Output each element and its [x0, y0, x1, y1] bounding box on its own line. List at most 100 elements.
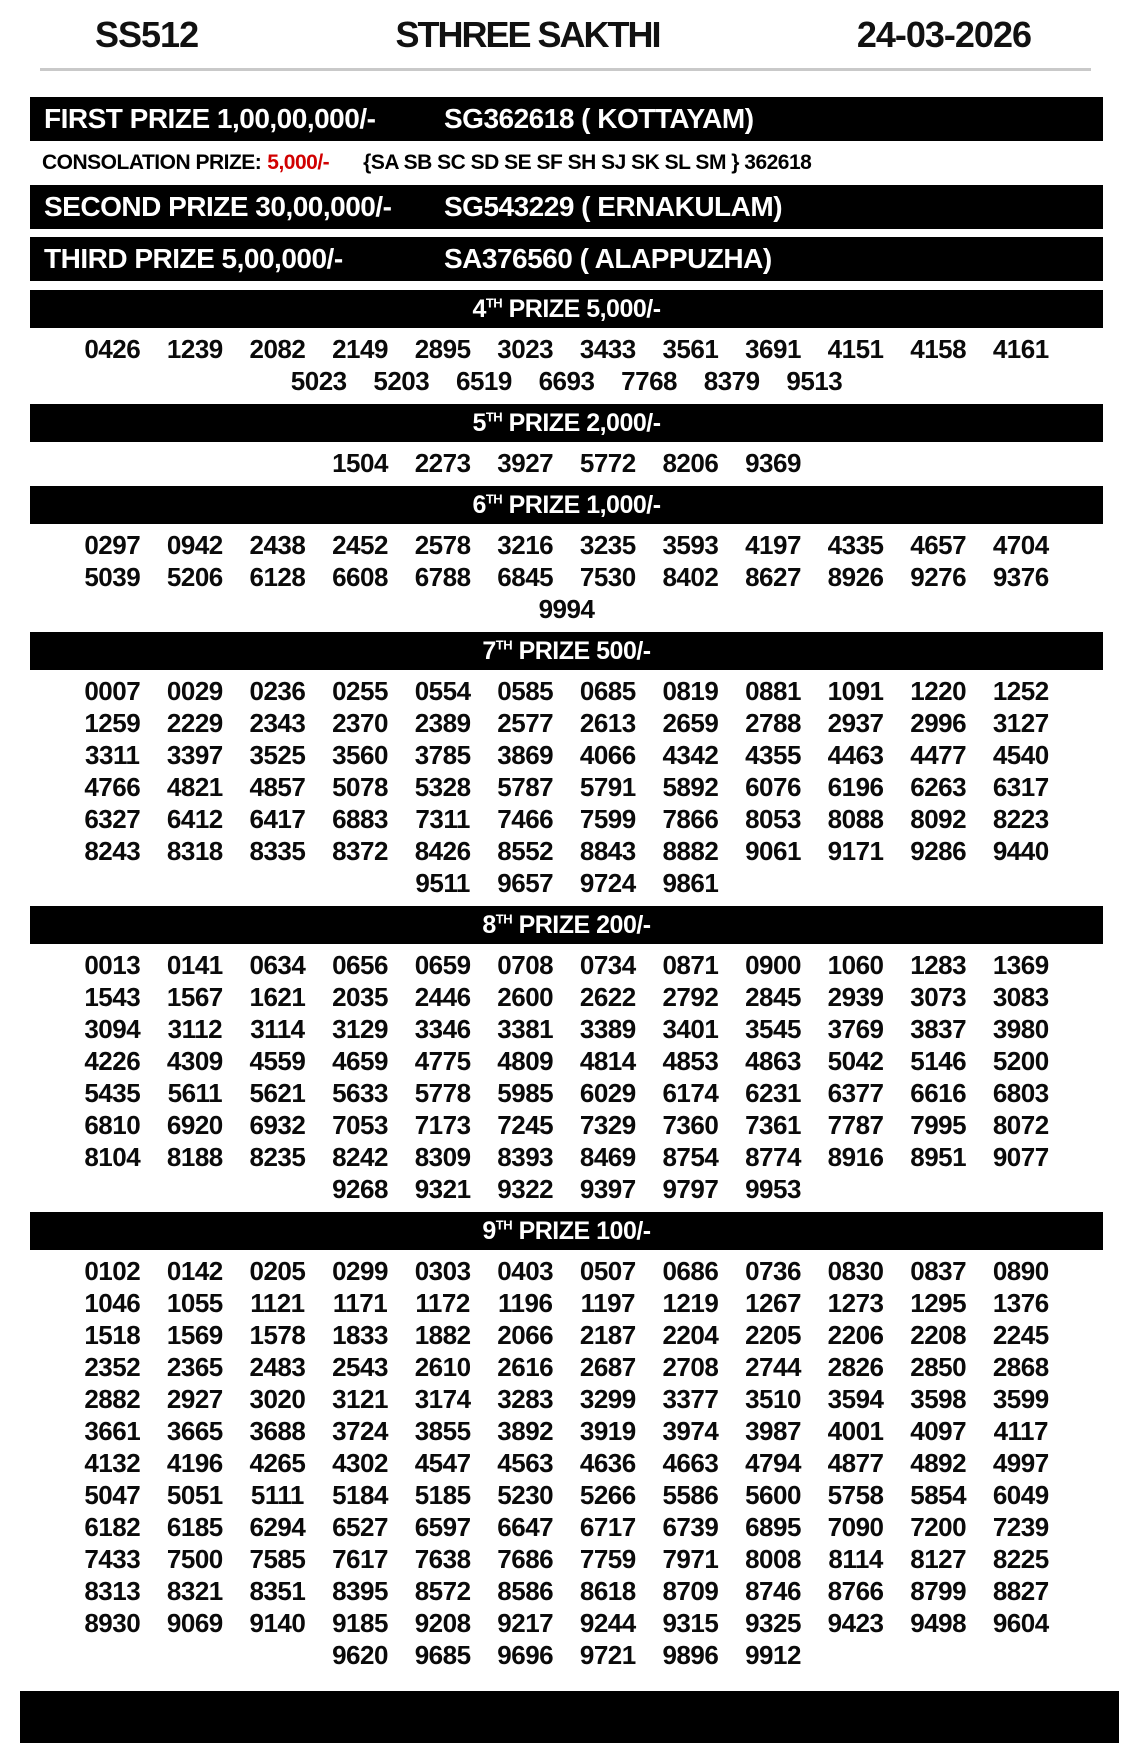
winning-number: 1219: [662, 1288, 719, 1318]
winning-number: 6597: [414, 1512, 471, 1542]
prize-section-title: 5TH PRIZE 2,000/-: [472, 408, 661, 437]
winning-number: 9721: [579, 1640, 636, 1670]
winning-number: 2452: [332, 530, 388, 560]
winning-number: 7971: [662, 1544, 719, 1574]
winning-number: 4196: [166, 1448, 223, 1478]
results-content: FIRST PRIZE 1,00,00,000/- SG362618 ( KOT…: [0, 71, 1131, 1673]
third-prize-label: THIRD PRIZE 5,00,000/-: [44, 243, 343, 274]
winning-number: 9208: [414, 1608, 471, 1638]
winning-number: 9685: [414, 1640, 471, 1670]
winning-number: 5047: [84, 1480, 141, 1510]
winning-number: 3919: [579, 1416, 636, 1446]
winning-numbers-grid: 0102 0142 0205 0299 0303 0403 0507 0686 0736 0830…: [30, 1254, 1103, 1673]
winning-number: 6693: [538, 366, 595, 396]
winning-number: 1172: [415, 1288, 470, 1318]
winning-number: 6128: [249, 562, 306, 592]
winning-number: 9171: [827, 836, 884, 866]
winning-number: 8951: [910, 1142, 967, 1172]
winning-number: 3510: [745, 1384, 801, 1414]
winning-number: 3397: [166, 740, 223, 770]
winning-number: 3346: [414, 1014, 471, 1044]
winning-number: 6788: [414, 562, 471, 592]
winning-number: 1518: [84, 1320, 141, 1350]
winning-number: 9061: [745, 836, 801, 866]
winning-number: 7173: [414, 1110, 471, 1140]
winning-number: 7466: [497, 804, 554, 834]
winning-number: 4766: [84, 772, 141, 802]
winning-number: 6412: [166, 804, 223, 834]
second-prize-label: SECOND PRIZE 30,00,000/-: [44, 191, 392, 222]
winning-number: 8395: [332, 1576, 388, 1606]
winning-number: 5206: [166, 562, 223, 592]
draw-code: SS512: [95, 14, 199, 55]
winning-number: 4302: [332, 1448, 388, 1478]
winning-number: 6608: [332, 562, 388, 592]
winning-number: 8766: [827, 1576, 884, 1606]
prize-section-header: 8TH PRIZE 200/-: [30, 906, 1103, 944]
winning-number: 3769: [827, 1014, 884, 1044]
winning-number: 0634: [249, 950, 306, 980]
winning-number: 9440: [992, 836, 1049, 866]
prize-section: 5TH PRIZE 2,000/- 1504 2273 3927 5772 8206 93…: [30, 404, 1103, 481]
winning-number: 7768: [621, 366, 678, 396]
winning-number: 2659: [662, 708, 719, 738]
winning-number: 3401: [662, 1014, 719, 1044]
winning-number: 3892: [497, 1416, 554, 1446]
winning-number: 6616: [910, 1078, 967, 1108]
winning-number: 0890: [992, 1256, 1049, 1286]
winning-number: 9069: [166, 1608, 223, 1638]
winning-number: 5633: [332, 1078, 388, 1108]
consolation-amount: 5,000/-: [267, 151, 330, 174]
winning-number: 4659: [332, 1046, 388, 1076]
winning-number: 3377: [662, 1384, 719, 1414]
lower-prize-sections: 4TH PRIZE 5,000/- 0426 1239 2082 2149 2895 30…: [30, 285, 1103, 1673]
winning-number: 0029: [166, 676, 223, 706]
winning-number: 6377: [827, 1078, 884, 1108]
winning-number: 7638: [414, 1544, 471, 1574]
winning-number: 2352: [84, 1352, 141, 1382]
winning-number: 9217: [497, 1608, 554, 1638]
winning-number: 8754: [662, 1142, 719, 1172]
lottery-name: STHREE SAKTHI: [395, 14, 661, 55]
winning-number: 7585: [249, 1544, 306, 1574]
winning-number: 6294: [249, 1512, 306, 1542]
winning-number: 8243: [84, 836, 141, 866]
winning-number: 3974: [662, 1416, 719, 1446]
winning-number: 9185: [332, 1608, 388, 1638]
winning-number: 5778: [414, 1078, 471, 1108]
winning-number: 3129: [332, 1014, 388, 1044]
winning-number: 9604: [992, 1608, 1049, 1638]
winning-number: 2996: [910, 708, 967, 738]
winning-number: 8552: [497, 836, 554, 866]
winning-number: 7866: [662, 804, 719, 834]
prize-section-title: 8TH PRIZE 200/-: [482, 910, 651, 939]
winning-number: 4657: [910, 530, 967, 560]
winning-number: 8351: [249, 1576, 306, 1606]
winning-number: 0830: [827, 1256, 884, 1286]
winning-number: 4342: [662, 740, 719, 770]
winning-number: 2229: [166, 708, 223, 738]
winning-number: 9724: [579, 868, 636, 898]
winning-number: 7433: [84, 1544, 141, 1574]
winning-number: 0236: [249, 676, 306, 706]
winning-number: 4265: [249, 1448, 306, 1478]
winning-number: 7530: [579, 562, 636, 592]
winning-number: 4892: [910, 1448, 967, 1478]
winning-number: 5185: [414, 1480, 471, 1510]
winning-number: 6029: [579, 1078, 636, 1108]
winning-number: 9369: [745, 448, 801, 478]
winning-number: 8379: [703, 366, 760, 396]
winning-number: 1259: [84, 708, 141, 738]
winning-number: 8092: [910, 804, 967, 834]
winning-number: 5042: [827, 1046, 884, 1076]
winning-number: 5611: [167, 1078, 223, 1108]
winning-number: 7239: [992, 1512, 1049, 1542]
winning-number: 1376: [992, 1288, 1049, 1318]
winning-number: 8709: [662, 1576, 719, 1606]
winning-number: 5600: [745, 1480, 801, 1510]
winning-number: 2483: [249, 1352, 306, 1382]
winning-number: 0736: [745, 1256, 801, 1286]
winning-number: 2365: [166, 1352, 223, 1382]
winning-number: 8088: [827, 804, 884, 834]
